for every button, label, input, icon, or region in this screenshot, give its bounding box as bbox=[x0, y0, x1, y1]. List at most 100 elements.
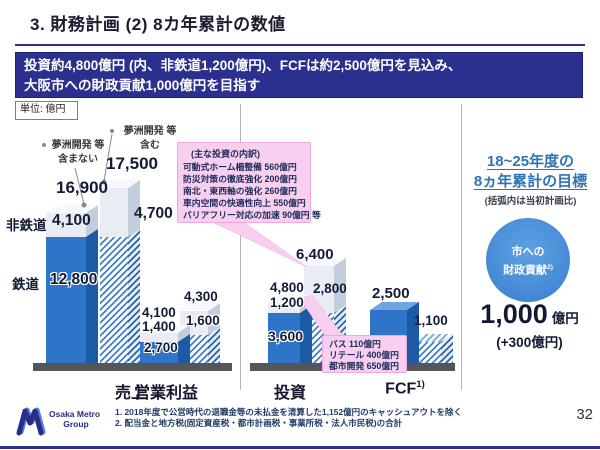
circle-line2: 財政貢献2) bbox=[503, 264, 553, 277]
value-fcf-excl-total: 2,500 bbox=[372, 285, 410, 302]
annotation-excl-line1: 夢洲開発 等 bbox=[51, 140, 105, 151]
bar-top-face bbox=[413, 334, 453, 342]
bar-segment-rail bbox=[268, 313, 300, 363]
fcf-footnote-ref: 1) bbox=[416, 379, 425, 390]
stack-label-rail: 鉄道 bbox=[12, 277, 39, 292]
circle-line1: 市への bbox=[511, 246, 545, 258]
value-sales-excl-nonrail: 4,100 bbox=[52, 212, 91, 229]
bar-top-face bbox=[100, 179, 140, 187]
target-subheading: (括弧内は当初計画比) bbox=[484, 196, 577, 207]
page-title: 3. 財務計画 (2) 8カ年累計の数値 bbox=[30, 15, 286, 34]
leader-dot bbox=[110, 129, 114, 133]
value-op-excl-total: 4,100 bbox=[142, 305, 176, 320]
callout-investment-breakdown: (主な投資の内訳) 可動式ホーム柵整備 560億円 防災対策の徹底強化 200億… bbox=[177, 142, 321, 223]
leader-line-excl bbox=[74, 167, 85, 205]
bar-segment-nonrail bbox=[268, 303, 300, 313]
bar-side-face bbox=[86, 229, 98, 363]
bar-side-face bbox=[128, 180, 140, 237]
value-op-rail: 2,700 bbox=[144, 340, 178, 355]
bar-side-face bbox=[178, 334, 190, 363]
annotation-incl-line1: 夢洲開発 等 bbox=[123, 126, 177, 137]
value-sales-rail: 12,800 bbox=[50, 271, 98, 288]
section-divider-left bbox=[240, 104, 241, 390]
target-amount-value: 1,000 bbox=[480, 299, 548, 329]
target-amount: 1,000 億円 bbox=[461, 299, 598, 330]
bar-side-face bbox=[334, 258, 346, 313]
value-sales-incl-nonrail: 4,700 bbox=[134, 205, 173, 222]
target-heading-line1: 18~25年度の bbox=[486, 153, 575, 170]
annotation-incl-line2: 含む bbox=[140, 140, 160, 151]
bar-segment-nonrail bbox=[140, 333, 178, 342]
chart-baseline-left bbox=[33, 363, 232, 371]
target-delta: (+300億円) bbox=[496, 335, 563, 350]
value-op-incl-nonrail: 1,600 bbox=[186, 313, 220, 328]
bar-side-face bbox=[407, 302, 419, 363]
logo-text-line1: Osaka Metro bbox=[49, 409, 101, 419]
bottom-border bbox=[0, 446, 600, 449]
value-sales-excl-total: 16,900 bbox=[56, 178, 108, 197]
callout-item: 都市開発 650億円 bbox=[329, 361, 399, 371]
value-inv-incl-total: 6,400 bbox=[296, 246, 334, 263]
callout-title: (主な投資の内訳) bbox=[191, 149, 260, 159]
stack-label-nonrail: 非鉄道 bbox=[6, 218, 47, 233]
osaka-metro-logo bbox=[16, 407, 46, 436]
headline-line-1: 投資約4,800億円 (内、非鉄道1,200億円)、FCFは約2,500億円を見… bbox=[24, 58, 462, 73]
page-number: 32 bbox=[576, 406, 593, 423]
bar-top-face bbox=[268, 295, 312, 303]
bar-side-face bbox=[208, 303, 220, 335]
callout-item: バリアフリー対応の加速 90億円 等 bbox=[183, 210, 321, 220]
bar-segment-rail bbox=[100, 237, 128, 363]
callout-item: 可動式ホーム柵整備 560億円 bbox=[183, 162, 297, 172]
headline-line-2: 大阪市への財政貢献1,000億円を目指す bbox=[24, 78, 261, 93]
section-divider-right bbox=[461, 104, 462, 390]
footnote-1: 1. 2018年度で公営時代の退職金等の未払金を清算した1,152億円のキャッシ… bbox=[115, 407, 462, 417]
value-inv-excl-total: 4,800 bbox=[270, 280, 304, 295]
callout-tail-nonrail bbox=[299, 294, 345, 338]
fiscal-contribution-circle: 市への 財政貢献2) bbox=[486, 218, 570, 302]
bar-segment-nonrail bbox=[46, 213, 86, 237]
bar-segment bbox=[413, 342, 441, 363]
category-sales: 売上 bbox=[114, 385, 147, 402]
logo-text-line2: Group bbox=[63, 419, 89, 429]
category-fcf: FCF1) bbox=[385, 379, 425, 398]
footnote-2: 2. 配当金と地方税(固定資産税・都市計画税・事業所税・法人市民税)の合計 bbox=[115, 418, 403, 428]
category-op: 営業利益 bbox=[133, 385, 198, 402]
callout-item: 車内空間の快適性向上 550億円 bbox=[183, 198, 306, 208]
callout-tail-investment bbox=[209, 220, 308, 268]
annotation-excl-line2: 含まない bbox=[58, 154, 98, 165]
value-op-incl-total: 4,300 bbox=[184, 289, 218, 304]
title-divider bbox=[15, 44, 585, 46]
bar-side-face bbox=[441, 334, 453, 363]
callout-item: 南北・東西軸の強化 260億円 bbox=[183, 186, 297, 196]
unit-label: 単位: 億円 bbox=[15, 101, 78, 120]
bar-side-face bbox=[128, 229, 140, 363]
bar-top-face bbox=[180, 302, 220, 310]
callout-item: リテール 400億円 bbox=[329, 350, 399, 360]
leader-dot bbox=[81, 202, 87, 208]
bar-side-face bbox=[208, 327, 220, 363]
value-fcf-incl-total: 1,100 bbox=[414, 313, 448, 328]
target-amount-unit: 億円 bbox=[551, 311, 579, 326]
bar-side-face bbox=[300, 305, 312, 363]
bar-side-face bbox=[86, 205, 98, 237]
leader-dot bbox=[42, 143, 46, 147]
circle-footnote-ref: 2) bbox=[547, 264, 553, 271]
value-op-excl-nonrail: 1,400 bbox=[142, 319, 176, 334]
bar-segment-nonrail bbox=[100, 188, 128, 237]
bar-top-face bbox=[46, 205, 98, 213]
bar-top-face bbox=[304, 258, 346, 266]
target-heading-line2: 8ヵ年累計の目標 bbox=[473, 173, 588, 190]
value-inv-incl-nonrail: 2,800 bbox=[313, 281, 347, 296]
callout-item: バス 110億円 bbox=[329, 339, 381, 349]
bar-top-face bbox=[140, 325, 190, 333]
leader-dot bbox=[101, 179, 107, 185]
category-inv: 投資 bbox=[273, 385, 306, 402]
bar-segment-rail bbox=[46, 237, 86, 363]
value-inv-excl-nonrail: 1,200 bbox=[270, 295, 304, 310]
headline-banner: 投資約4,800億円 (内、非鉄道1,200億円)、FCFは約2,500億円を見… bbox=[15, 52, 583, 98]
callout-item: 防災対策の徹底強化 200億円 bbox=[183, 174, 297, 184]
bar-top-face bbox=[370, 302, 419, 310]
value-sales-incl-total: 17,500 bbox=[106, 154, 158, 173]
logo-m-front bbox=[16, 408, 44, 436]
